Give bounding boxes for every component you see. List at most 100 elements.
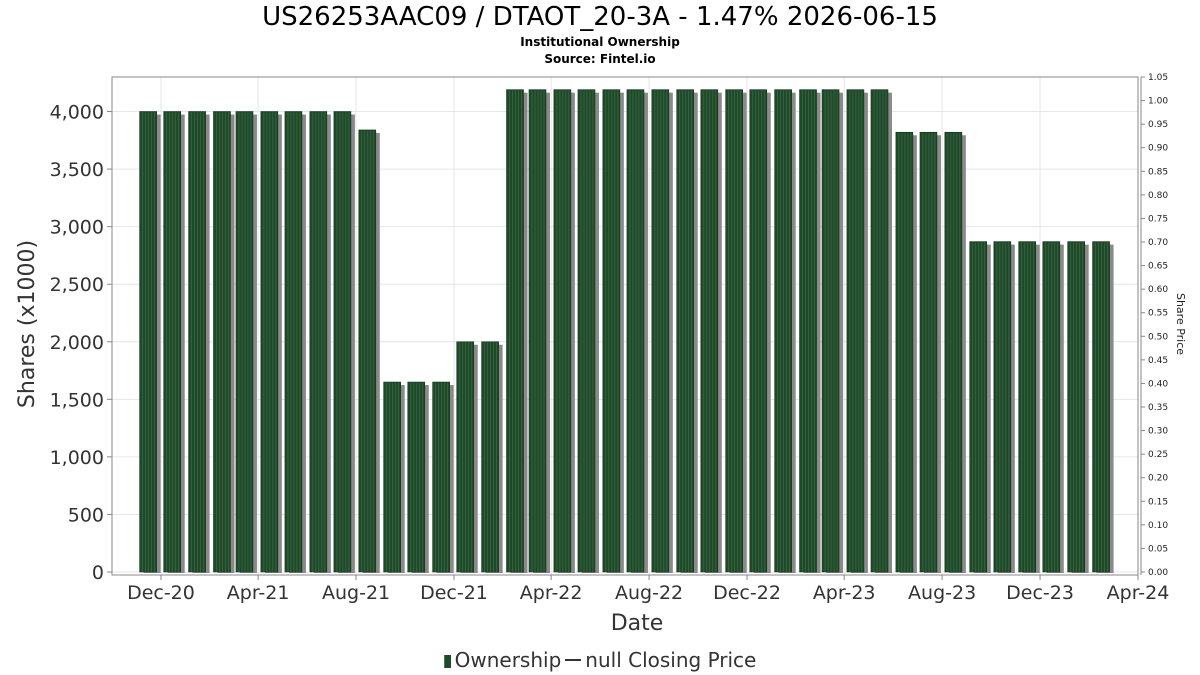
ownership-legend-icon <box>443 655 451 668</box>
grid-layer <box>112 77 1139 575</box>
bar-body <box>799 89 817 573</box>
y2-tick-label: 0.00 <box>1148 568 1168 578</box>
bar-body <box>846 89 865 573</box>
ownership-bar <box>799 89 821 574</box>
bar-body <box>919 131 938 573</box>
legend-price-label: null Closing Price <box>585 648 757 672</box>
bar-body <box>333 111 352 573</box>
bar-body <box>163 111 182 573</box>
ownership-bar <box>163 111 185 573</box>
ownership-bar <box>846 89 868 574</box>
bar-body <box>626 89 645 573</box>
ownership-bar <box>870 89 892 574</box>
ownership-bar <box>626 89 648 574</box>
bar-body <box>1092 241 1110 573</box>
y2-tick-label: 0.75 <box>1148 214 1168 224</box>
y-tick-label: 1,000 <box>50 447 104 469</box>
ownership-bar <box>774 89 796 574</box>
ownership-bar <box>333 111 355 573</box>
ownership-bar <box>383 381 405 573</box>
ownership-bar <box>651 89 673 574</box>
y2-tick-label: 0.70 <box>1148 238 1168 248</box>
x-tick-label: Apr-22 <box>520 582 583 604</box>
y-tick-label: 0 <box>92 562 104 584</box>
bar-body <box>749 89 768 573</box>
bar-body <box>235 111 254 573</box>
bar-body <box>1018 241 1037 573</box>
ownership-bar <box>1042 241 1064 573</box>
ownership-bar <box>528 89 550 574</box>
y2-tick-label: 0.85 <box>1148 167 1168 177</box>
ownership-bar <box>553 89 575 574</box>
y2-tick-label: 1.00 <box>1148 97 1168 107</box>
ownership-bar <box>895 131 917 574</box>
bar-body <box>309 111 328 573</box>
bar-body <box>821 89 840 573</box>
bar-body <box>969 241 988 573</box>
bar-body <box>676 89 695 573</box>
ownership-bar <box>919 131 941 574</box>
y2-axis-title: Share Price <box>1174 293 1187 355</box>
bar-body <box>407 381 426 573</box>
ownership-bar <box>725 89 747 574</box>
bar-body <box>700 89 719 573</box>
bar-body <box>870 89 889 573</box>
ownership-bar <box>749 89 771 574</box>
bar-body <box>725 89 743 573</box>
y-tick-label: 1,500 <box>50 389 104 411</box>
y-tick-label: 4,000 <box>50 102 104 124</box>
ownership-bar <box>700 89 722 574</box>
y2-tick-label: 0.95 <box>1148 120 1168 130</box>
closing-price-legend-icon <box>565 659 582 661</box>
y2-tick-label: 0.60 <box>1148 285 1168 295</box>
ownership-bar <box>821 89 844 574</box>
ownership-bar <box>944 131 966 574</box>
x-tick-label: Aug-23 <box>908 582 976 604</box>
y2-tick-label: 0.25 <box>1148 450 1168 460</box>
ownership-bar <box>676 89 698 574</box>
bar-body <box>528 89 547 573</box>
plot-frame <box>111 76 1139 576</box>
bar-body <box>553 89 572 573</box>
y-tick-label: 500 <box>68 504 104 526</box>
ownership-bar <box>358 129 380 573</box>
bar-body <box>1042 241 1061 573</box>
y2-tick-label: 0.65 <box>1148 262 1168 272</box>
bar-body <box>651 89 670 573</box>
ownership-bar <box>1092 241 1114 573</box>
bar-body <box>358 129 377 573</box>
bar-body <box>456 341 475 573</box>
axes-layer: 0 500 1,000 1,500 2,000 2,500 3,000 3,500 4,000 D… <box>15 73 1187 636</box>
chart-title: US26253AAC09 / DTAOT_20-3A - 1.47% 2026-… <box>262 2 938 32</box>
bar-body <box>1067 241 1085 573</box>
ownership-bar <box>260 111 282 573</box>
ownership-bar <box>577 89 599 574</box>
bar-body <box>577 89 596 573</box>
bar-body <box>432 381 450 573</box>
ownership-bar <box>456 341 478 573</box>
ownership-bar <box>432 381 454 573</box>
y2-tick-label: 0.40 <box>1148 379 1168 389</box>
bar-body <box>602 89 621 573</box>
x-tick-label: Apr-21 <box>227 582 290 604</box>
y2-tick-label: 0.90 <box>1148 144 1168 154</box>
y2-tick-label: 0.80 <box>1148 191 1168 201</box>
x-axis-title: Date <box>611 611 664 636</box>
bar-body <box>139 111 157 573</box>
legend-ownership-label: Ownership <box>454 648 562 672</box>
bar-body <box>993 241 1012 573</box>
bar-body <box>895 131 914 573</box>
bar-body <box>481 341 499 573</box>
ownership-bar <box>993 241 1015 573</box>
bar-body <box>284 111 303 573</box>
bar-body <box>506 89 524 573</box>
y2-tick-label: 0.55 <box>1148 309 1168 319</box>
ownership-bar <box>309 111 331 573</box>
x-tick-label: Aug-21 <box>322 582 390 604</box>
x-tick-label: Apr-23 <box>813 582 876 604</box>
bar-body <box>188 111 206 573</box>
y2-tick-label: 0.05 <box>1148 544 1168 554</box>
y-tick-label: 3,500 <box>50 159 104 181</box>
y2-tick-label: 0.30 <box>1148 427 1168 437</box>
